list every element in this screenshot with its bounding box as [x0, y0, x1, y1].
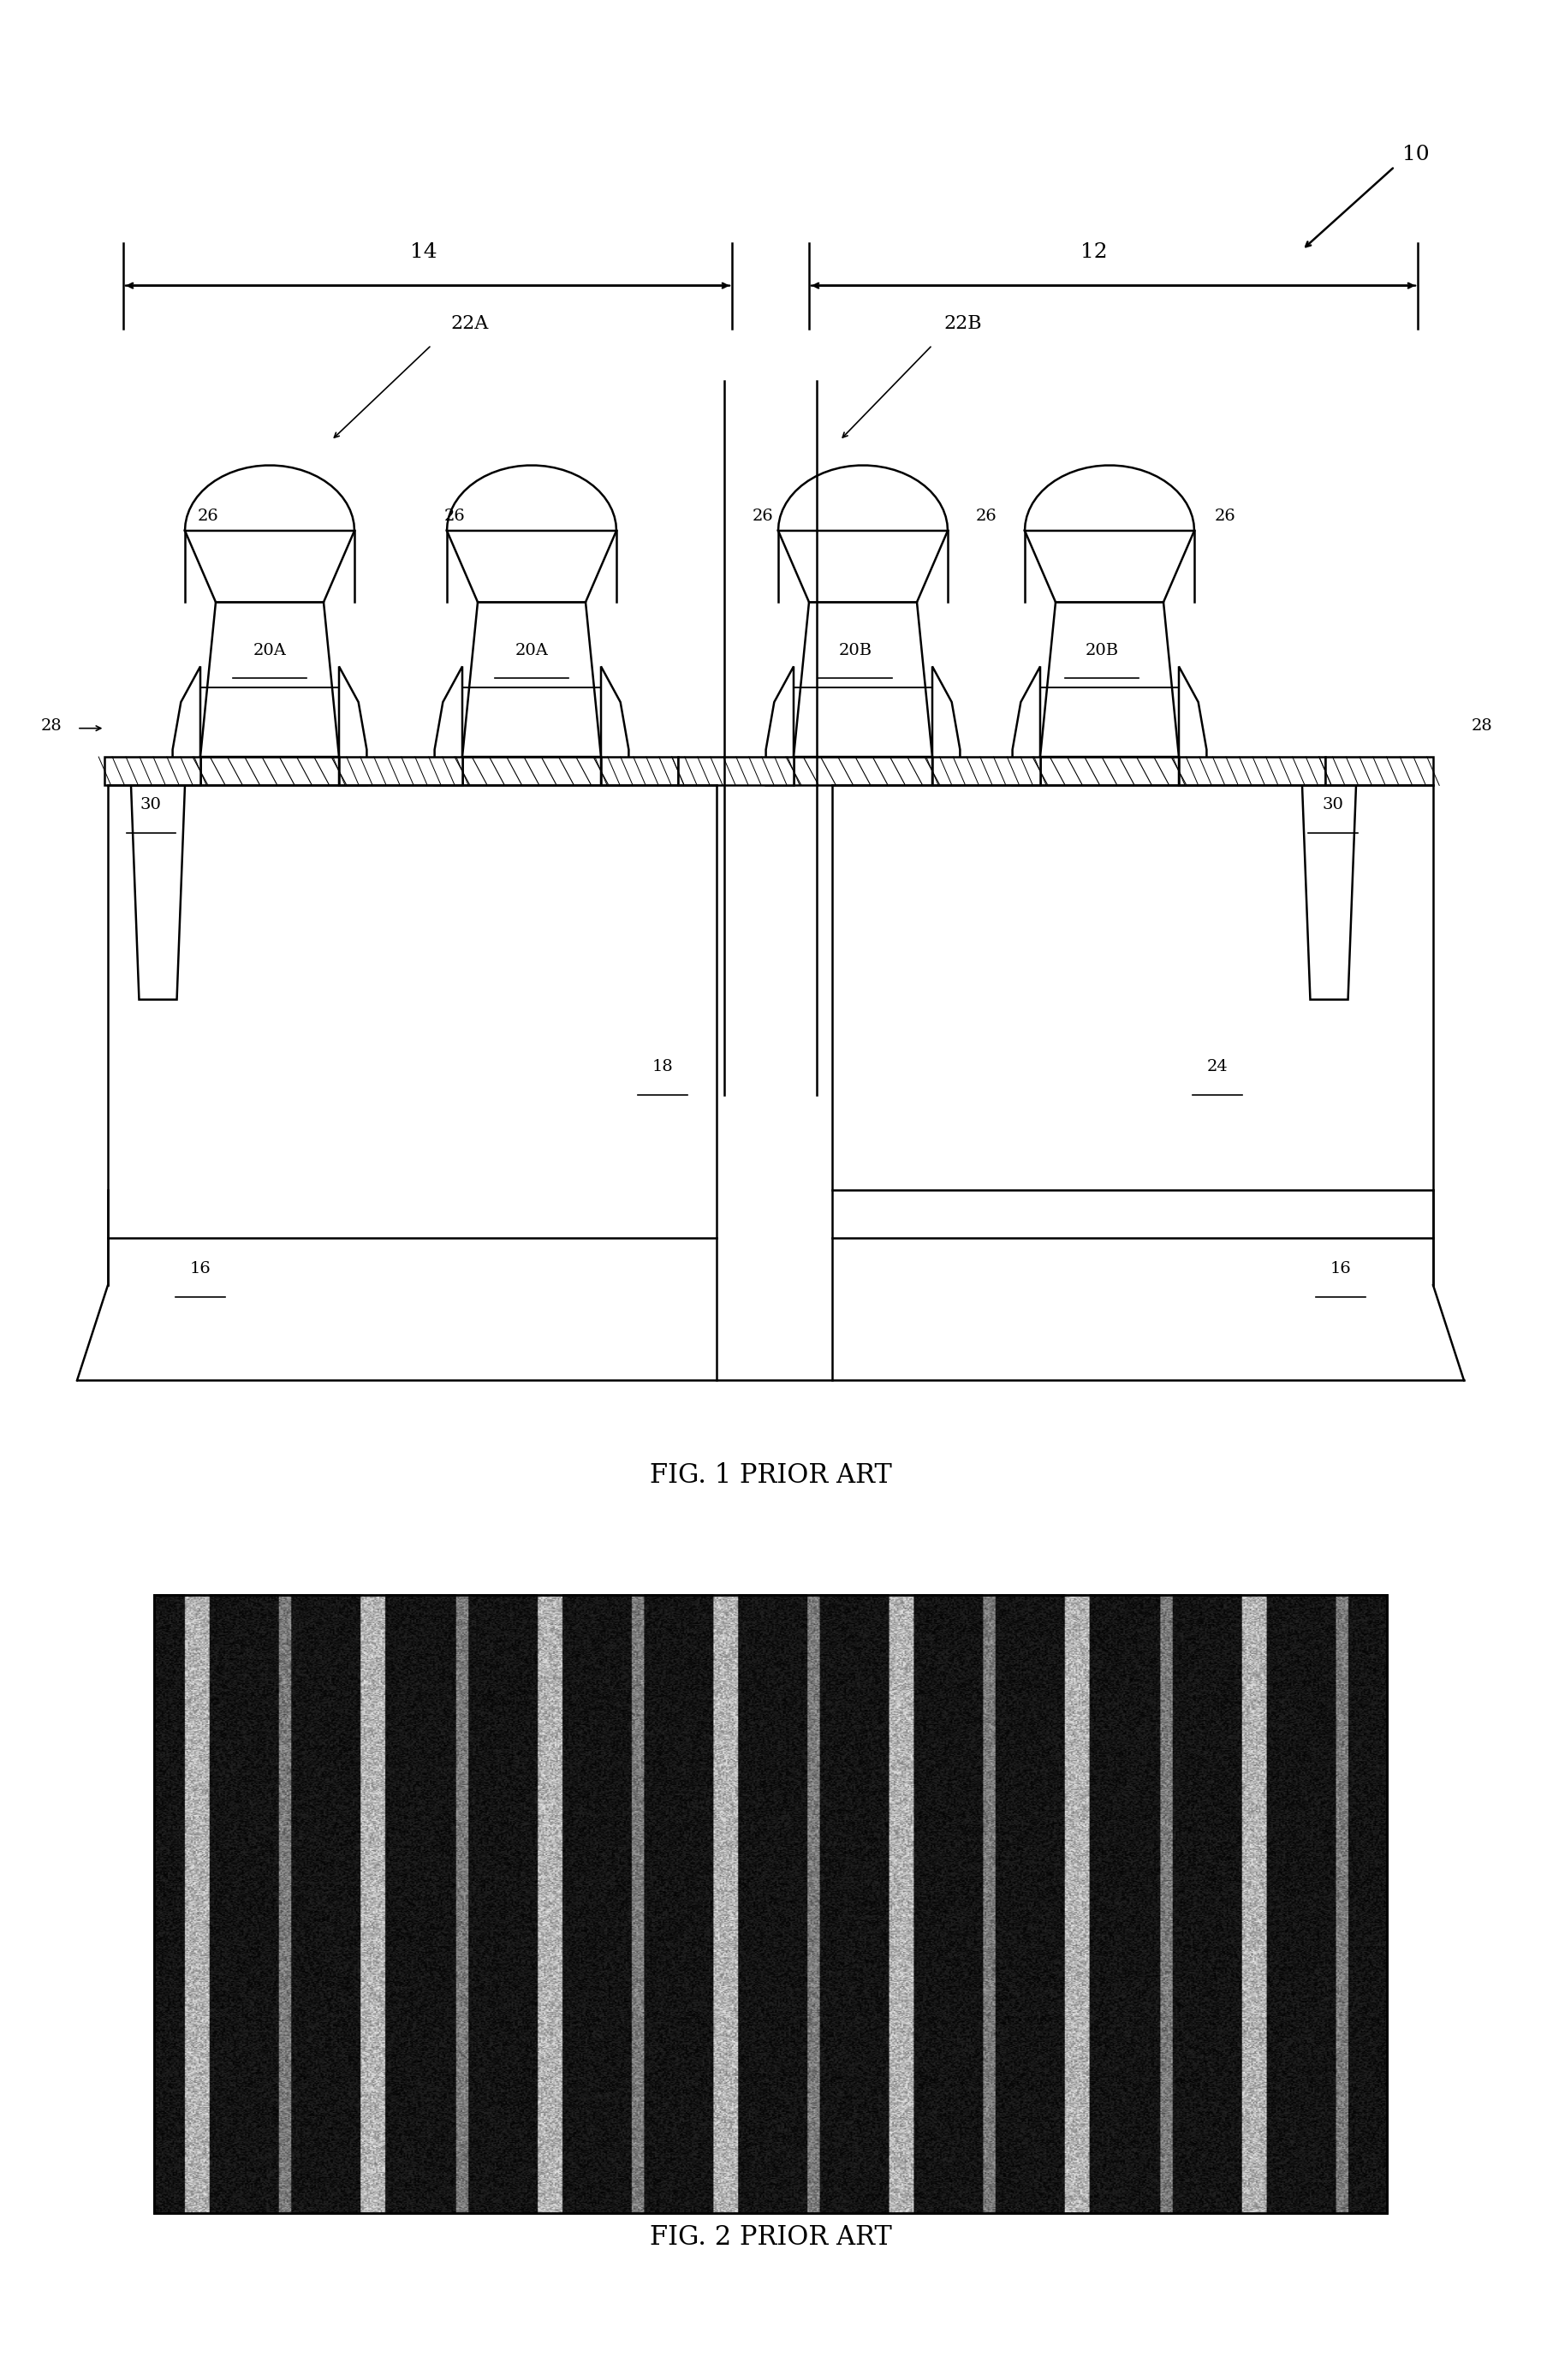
- Bar: [1179, 757, 1325, 785]
- Bar: [105, 757, 200, 785]
- Text: 30: 30: [140, 797, 162, 812]
- Text: 16: 16: [1330, 1261, 1351, 1276]
- Text: 24: 24: [1207, 1059, 1228, 1073]
- Polygon shape: [200, 602, 339, 757]
- Bar: [1325, 757, 1433, 785]
- Text: 14: 14: [410, 243, 438, 262]
- Polygon shape: [932, 666, 960, 785]
- Polygon shape: [447, 531, 616, 602]
- Polygon shape: [1012, 666, 1040, 785]
- Polygon shape: [794, 602, 932, 757]
- Text: 20A: 20A: [515, 643, 549, 657]
- Polygon shape: [601, 666, 629, 785]
- Text: 26: 26: [1214, 509, 1236, 524]
- Polygon shape: [173, 666, 200, 785]
- Text: FIG. 1 PRIOR ART: FIG. 1 PRIOR ART: [649, 1461, 892, 1490]
- Bar: [339, 757, 462, 785]
- Text: 22B: 22B: [945, 314, 982, 333]
- Text: 20B: 20B: [1085, 643, 1119, 657]
- Text: 28: 28: [40, 719, 62, 733]
- Polygon shape: [778, 531, 948, 602]
- Text: 16: 16: [190, 1261, 211, 1276]
- Polygon shape: [339, 666, 367, 785]
- Text: 28: 28: [1472, 719, 1493, 733]
- Bar: [1040, 757, 1179, 785]
- Text: 22A: 22A: [452, 314, 488, 333]
- Polygon shape: [1179, 666, 1207, 785]
- Text: 26: 26: [444, 509, 465, 524]
- Polygon shape: [435, 666, 462, 785]
- Polygon shape: [185, 531, 354, 602]
- Bar: [601, 757, 678, 785]
- Text: 26: 26: [197, 509, 219, 524]
- Text: 20B: 20B: [838, 643, 872, 657]
- Polygon shape: [766, 666, 794, 785]
- Text: 26: 26: [975, 509, 997, 524]
- Bar: [794, 757, 932, 785]
- Text: 12: 12: [1080, 243, 1108, 262]
- Polygon shape: [131, 785, 185, 1000]
- Text: 20A: 20A: [253, 643, 287, 657]
- Bar: [200, 757, 339, 785]
- Bar: [678, 757, 794, 785]
- Text: 26: 26: [752, 509, 774, 524]
- Text: 18: 18: [652, 1059, 673, 1073]
- Bar: [154, 1595, 1387, 2213]
- Polygon shape: [1025, 531, 1194, 602]
- Bar: [154, 1595, 1387, 2213]
- Text: FIG. 2 PRIOR ART: FIG. 2 PRIOR ART: [649, 2223, 892, 2251]
- Text: 10: 10: [1402, 145, 1430, 164]
- Polygon shape: [1040, 602, 1179, 757]
- Polygon shape: [462, 602, 601, 757]
- Bar: [462, 757, 601, 785]
- Text: 30: 30: [1322, 797, 1344, 812]
- Polygon shape: [1302, 785, 1356, 1000]
- Bar: [932, 757, 1040, 785]
